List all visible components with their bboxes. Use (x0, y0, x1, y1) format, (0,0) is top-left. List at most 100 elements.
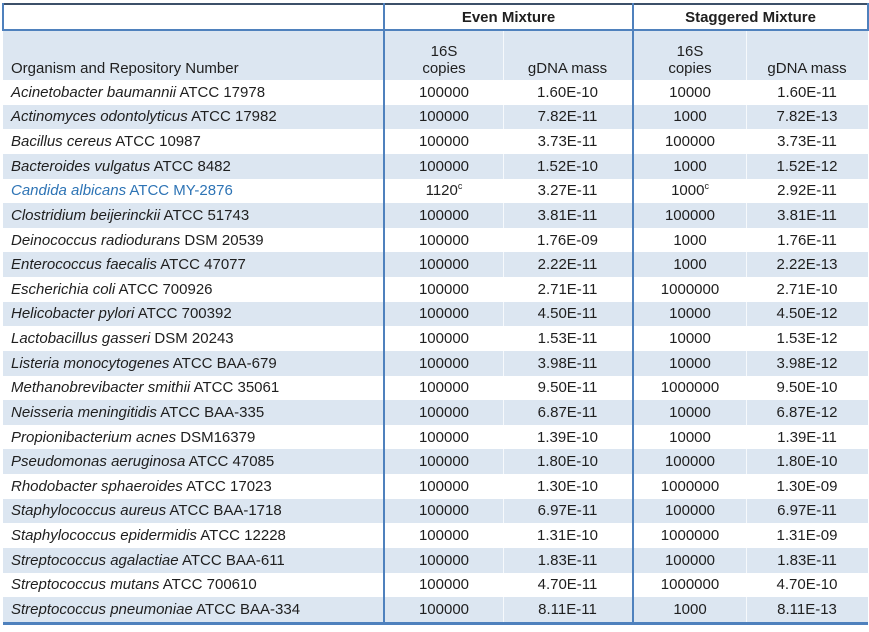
even-gdna-mass-cell: 3.81E-11 (503, 203, 633, 228)
organism-cell: Candida albicans ATCC MY-2876 (11, 182, 233, 200)
even-16s-copies-cell: 100000 (383, 203, 503, 228)
staggered-16s-label: 16S (676, 43, 704, 60)
staggered-16s-copies-cell: 10000 (632, 326, 746, 351)
organism-cell: Acinetobacter baumannii ATCC 17978 (11, 83, 266, 101)
table-row: Acinetobacter baumannii ATCC 17978 100000… (3, 80, 868, 105)
staggered-gdna-mass-header: gDNA mass (746, 30, 868, 80)
even-16s-copies-cell: 100000 (383, 474, 503, 499)
table-row: Bacillus cereus ATCC 10987 100000 3.73E-11… (3, 129, 868, 154)
staggered-16s-copies-cell: 10000 (632, 301, 746, 327)
even-gdna-mass-cell: 1.76E-09 (503, 228, 633, 253)
even-16s-label: 16S (430, 43, 458, 60)
table-row: Streptococcus pneumoniae ATCC BAA-334 100… (3, 597, 868, 624)
even-gdna-mass-cell: 4.50E-11 (503, 302, 633, 327)
staggered-gdna-mass-cell: 1.76E-11 (746, 228, 868, 253)
staggered-gdna-mass-cell: 8.11E-13 (746, 597, 868, 623)
organism-cell: Streptococcus pneumoniae ATCC BAA-334 (11, 600, 301, 618)
even-16s-copies-cell: 100000 (383, 449, 503, 474)
staggered-gdna-mass-cell: 4.50E-12 (746, 302, 868, 327)
table-row: Staphylococcus epidermidis ATCC 12228 100… (3, 523, 868, 548)
staggered-16s-copies-cell: 1000000 (632, 474, 746, 499)
even-16s-copies-cell: 100000 (383, 326, 503, 351)
table-body: Acinetobacter baumannii ATCC 17978 100000… (3, 80, 868, 624)
staggered-16s-copies-cell: 1000 (632, 597, 746, 624)
staggered-16s-copies-cell: 1000000 (632, 572, 746, 598)
even-16s-copies-cell: 100000 (383, 597, 503, 624)
staggered-16s-copies-cell: 100000 (632, 547, 746, 573)
staggered-16s-copies-cell: 100000 (632, 129, 746, 154)
table-row: Enterococcus faecalis ATCC 47077 100000 2.… (3, 252, 868, 277)
even-gdna-mass-cell: 8.11E-11 (503, 597, 633, 623)
even-gdna-mass-cell: 2.71E-11 (503, 277, 633, 302)
even-copies-label: copies (422, 60, 466, 77)
table-row: Candida albicans ATCC MY-2876 1120c 3.27E-… (3, 178, 868, 204)
table-row: Escherichia coli ATCC 700926 100000 2.71E-… (3, 277, 868, 302)
staggered-16s-copies-cell: 1000000 (632, 277, 746, 302)
even-gdna-mass-cell: 4.70E-11 (503, 573, 633, 598)
organism-cell: Pseudomonas aeruginosa ATCC 47085 (11, 453, 275, 471)
staggered-16s-copies-cell: 100000 (632, 203, 746, 228)
organism-cell: Actinomyces odontolyticus ATCC 17982 (11, 108, 277, 126)
even-gdna-mass-cell: 2.22E-11 (503, 252, 633, 277)
even-gdna-mass-cell: 1.60E-10 (503, 80, 633, 105)
organism-cell: Rhodobacter sphaeroides ATCC 17023 (11, 477, 272, 495)
even-16s-copies-cell: 100000 (383, 301, 503, 327)
even-gdna-mass-cell: 1.83E-11 (503, 548, 633, 573)
staggered-gdna-mass-cell: 3.73E-11 (746, 129, 868, 154)
even-16s-copies-cell: 100000 (383, 375, 503, 401)
even-16s-copies-cell: 100000 (383, 572, 503, 598)
table-row: Methanobrevibacter smithii ATCC 35061 100… (3, 375, 868, 401)
organism-cell: Enterococcus faecalis ATCC 47077 (11, 256, 246, 274)
even-gdna-mass-cell: 1.30E-10 (503, 474, 633, 499)
even-gdna-mass-cell: 1.80E-10 (503, 449, 633, 474)
table-row: Helicobacter pylori ATCC 700392 100000 4.5… (3, 301, 868, 327)
even-16s-copies-cell: 100000 (383, 350, 503, 376)
organism-cell: Staphylococcus aureus ATCC BAA-1718 (11, 502, 282, 520)
table-row: Streptococcus mutans ATCC 700610 100000 4.… (3, 572, 868, 598)
staggered-gdna-mass-cell: 9.50E-10 (746, 376, 868, 401)
staggered-16s-copies-cell: 1000 (632, 104, 746, 130)
staggered-16s-copies-cell: 10000 (632, 424, 746, 450)
staggered-gdna-mass-cell: 1.31E-09 (746, 523, 868, 548)
even-16s-copies-cell: 100000 (383, 277, 503, 302)
organism-cell: Clostridium beijerinckii ATCC 51743 (11, 206, 250, 224)
even-16s-copies-cell: 100000 (383, 153, 503, 179)
even-16s-copies-cell: 100000 (383, 252, 503, 277)
table-row: Deinococcus radiodurans DSM 20539 100000 1… (3, 227, 868, 253)
staggered-gdna-mass-cell: 1.80E-10 (746, 449, 868, 474)
staggered-16s-copies-cell: 10000 (632, 350, 746, 376)
even-gdna-mass-cell: 3.73E-11 (503, 129, 633, 154)
even-gdna-mass-cell: 6.87E-11 (503, 400, 633, 425)
staggered-gdna-mass-cell: 2.22E-13 (746, 252, 868, 277)
staggered-gdna-mass-cell: 1.83E-11 (746, 548, 868, 573)
organism-cell: Bacteroides vulgatus ATCC 8482 (11, 157, 231, 175)
even-16s-copies-cell: 100000 (383, 547, 503, 573)
even-gdna-mass-cell: 3.98E-11 (503, 351, 633, 376)
organism-cell: Staphylococcus epidermidis ATCC 12228 (11, 527, 286, 545)
staggered-16s-copies-cell: 10000 (632, 80, 746, 105)
footnote-superscript: c (457, 181, 463, 192)
staggered-gdna-mass-cell: 3.81E-11 (746, 203, 868, 228)
even-gdna-mass-header: gDNA mass (503, 30, 633, 80)
organism-cell: Neisseria meningitidis ATCC BAA-335 (11, 403, 265, 421)
even-16s-copies-cell: 100000 (383, 80, 503, 105)
staggered-gdna-mass-cell: 6.97E-11 (746, 499, 868, 524)
table-row: Pseudomonas aeruginosa ATCC 47085 100000 1… (3, 449, 868, 474)
staggered-gdna-mass-cell: 6.87E-12 (746, 400, 868, 425)
staggered-gdna-mass-cell: 1.52E-12 (746, 154, 868, 179)
even-gdna-mass-cell: 9.50E-11 (503, 376, 633, 401)
staggered-gdna-mass-cell: 2.92E-11 (746, 179, 868, 204)
sub-header-row: Organism and Repository Number 16S copie… (3, 30, 868, 80)
staggered-gdna-mass-cell: 1.53E-12 (746, 326, 868, 351)
table-row: Bacteroides vulgatus ATCC 8482 100000 1.52… (3, 153, 868, 179)
organism-cell: Bacillus cereus ATCC 10987 (11, 133, 201, 151)
staggered-16s-copies-cell: 1000000 (632, 375, 746, 401)
staggered-16s-copies-cell: 100000 (632, 498, 746, 524)
staggered-gdna-mass-cell: 2.71E-10 (746, 277, 868, 302)
even-16s-copies-cell: 100000 (383, 523, 503, 548)
organism-cell: Lactobacillus gasseri DSM 20243 (11, 330, 234, 348)
even-16s-copies-cell: 1120c (383, 178, 503, 204)
even-16s-copies-cell: 100000 (383, 400, 503, 425)
organism-cell: Escherichia coli ATCC 700926 (11, 280, 213, 298)
even-16s-copies-cell: 100000 (383, 129, 503, 154)
